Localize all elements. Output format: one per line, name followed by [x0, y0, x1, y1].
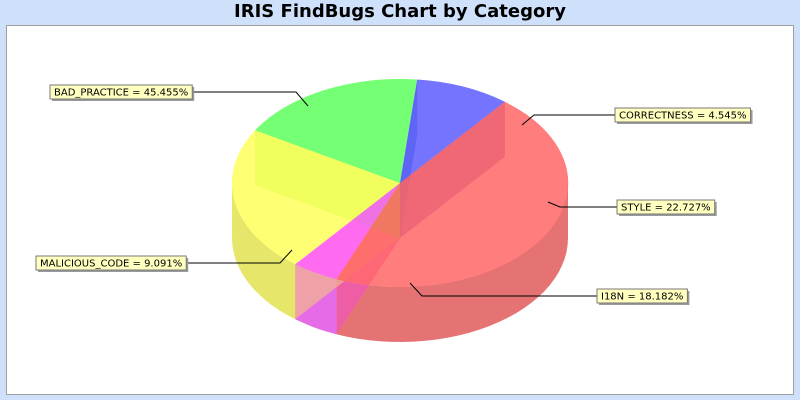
label-bad-practice: BAD_PRACTICE = 45.455% [49, 84, 309, 107]
label-box-correctness [614, 107, 752, 123]
label-box-bad-practice [49, 84, 193, 100]
pie-top [231, 78, 569, 288]
label-i18n: I18N = 18.182% [409, 282, 690, 305]
pie-slice-i18n [255, 78, 418, 183]
pie-slice-style [231, 130, 400, 265]
pie-labels: BAD_PRACTICE = 45.455% CORRECTNESS = 4.54… [35, 84, 753, 305]
leader-line-bad-practice [192, 91, 309, 107]
label-text-i18n: I18N = 18.182% [601, 292, 683, 303]
label-text-style: STYLE = 22.727% [621, 203, 711, 214]
label-box-i18n [596, 288, 688, 304]
leader-line-malicious-code [186, 249, 293, 264]
label-text-bad-practice: BAD_PRACTICE = 45.455% [54, 88, 188, 99]
leader-line-style [547, 201, 617, 208]
label-style: STYLE = 22.727% [547, 199, 717, 216]
leader-line-i18n [409, 282, 597, 297]
label-text-correctness: CORRECTNESS = 4.545% [619, 111, 747, 122]
label-box-malicious-code [35, 255, 187, 271]
label-malicious-code: MALICIOUS_CODE = 9.091% [35, 249, 293, 272]
pie-slice-correctness [295, 183, 400, 280]
label-text-malicious-code: MALICIOUS_CODE = 9.091% [40, 259, 182, 270]
pie-side-correctness [295, 264, 337, 335]
pie-slice-bad-practice [336, 101, 569, 288]
chart-title: IRIS FindBugs Chart by Category [234, 1, 566, 22]
pie-side-bad-practice [336, 183, 568, 342]
pie-side-style [232, 183, 296, 320]
label-correctness: CORRECTNESS = 4.545% [521, 107, 753, 126]
label-box-style [616, 199, 716, 215]
leader-line-correctness [521, 114, 615, 126]
pie-slice-malicious-code [400, 79, 505, 183]
